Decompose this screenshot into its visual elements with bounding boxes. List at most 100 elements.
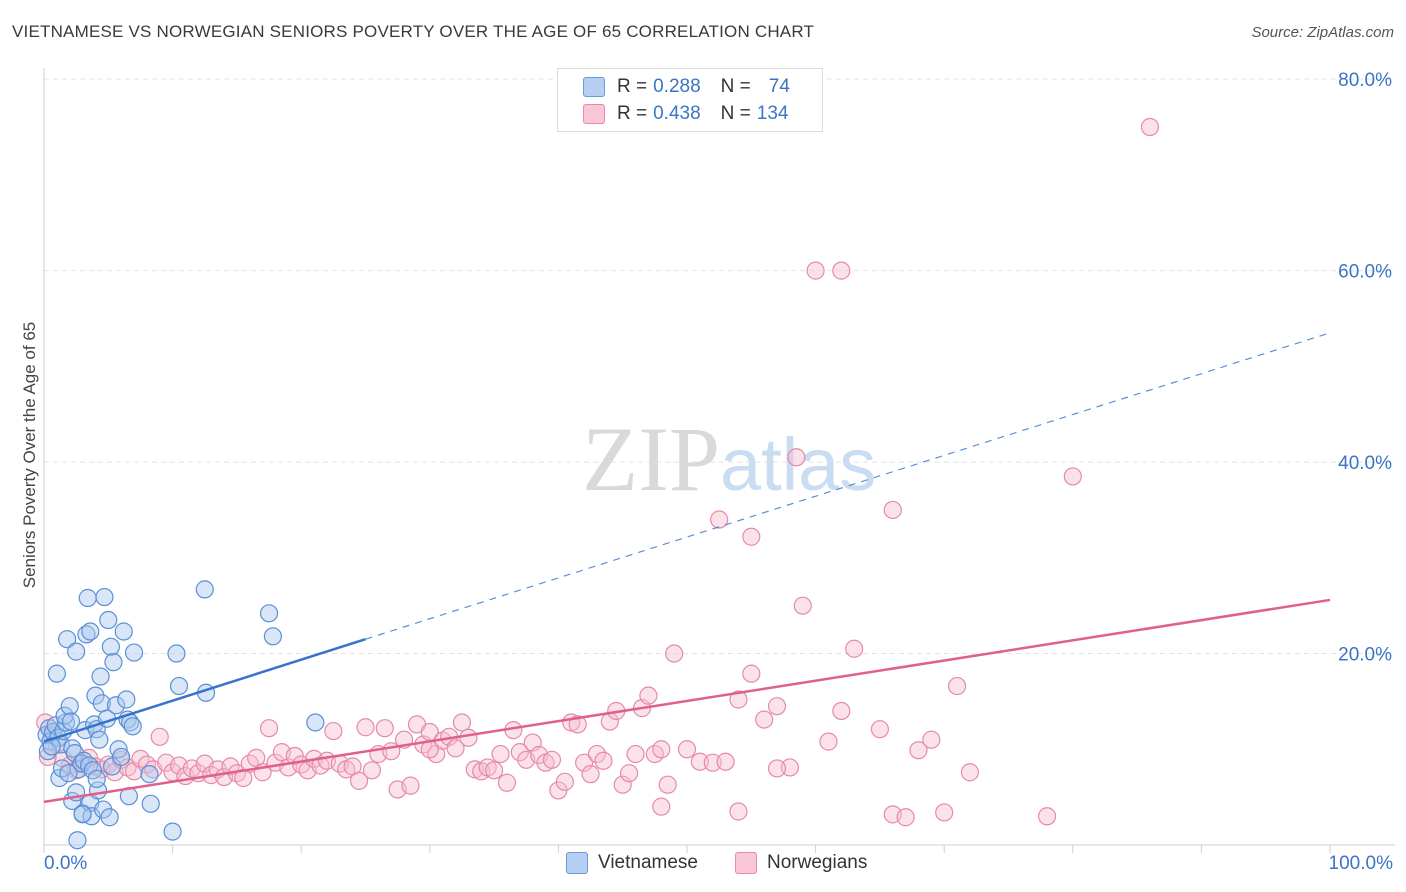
norwegians-point: [1140, 117, 1160, 137]
vietnamese-point: [259, 604, 279, 623]
norwegians-swatch-icon: [583, 104, 605, 124]
vietnamese-point: [95, 587, 114, 607]
norwegians-point: [729, 802, 748, 821]
vietnamese-point: [60, 697, 79, 716]
norwegians-point: [716, 752, 735, 771]
legend-r-value: 0.438: [653, 103, 701, 124]
vietnamese-point: [123, 717, 142, 736]
vietnamese-point: [99, 610, 118, 630]
norwegians-point: [947, 676, 967, 696]
vietnamese-point: [91, 667, 110, 686]
watermark-atlas: atlas: [720, 423, 876, 506]
norwegians-point: [54, 749, 73, 768]
norwegians-point: [349, 771, 369, 790]
vietnamese-point: [68, 831, 87, 850]
norwegians-point: [832, 261, 851, 280]
vietnamese-point: [169, 676, 189, 696]
norwegians-point: [375, 719, 394, 738]
vietnamese-legend-swatch-icon: [566, 852, 588, 874]
vietnamese-point: [82, 807, 101, 826]
y-tick-label: 80.0%: [1338, 70, 1392, 91]
norwegians-point: [960, 763, 980, 782]
x-tick-label: 100.0%: [1329, 853, 1394, 874]
norwegians-point: [710, 510, 729, 529]
norwegians-point: [497, 773, 517, 792]
legend-series-name: Norwegians: [767, 852, 868, 873]
norwegians-point: [909, 741, 928, 760]
norwegians-point: [883, 500, 902, 520]
vietnamese-point: [81, 622, 100, 641]
vietnamese-point: [117, 690, 136, 709]
vietnamese-point: [100, 808, 119, 827]
norwegians-point: [755, 710, 774, 729]
legend-row-norwegians: R = 0.438 N = 134: [558, 102, 788, 126]
x-tick-label: 0.0%: [44, 853, 87, 874]
vietnamese-point: [195, 580, 214, 599]
bottom-legend-norwegians: Norwegians: [735, 852, 867, 874]
norwegians-point: [793, 596, 812, 615]
vietnamese-point: [59, 764, 78, 783]
legend-n-value: 134: [756, 103, 789, 124]
norwegians-point: [555, 772, 574, 791]
norwegians-point: [459, 728, 478, 747]
legend-series-name: Vietnamese: [598, 852, 698, 873]
vietnamese-point: [61, 712, 81, 731]
vietnamese-point: [73, 805, 92, 824]
vietnamese-point: [90, 730, 109, 749]
norwegians-point: [575, 753, 594, 772]
legend-r-label: R =: [617, 103, 648, 124]
norwegians-point: [922, 730, 941, 749]
vietnamese-point: [87, 769, 106, 789]
trend-lines: [43, 332, 1331, 804]
norwegians-point: [742, 527, 761, 546]
norwegians-point: [780, 758, 799, 777]
legend-r-value: 0.288: [653, 76, 701, 97]
source-label: Source: ZipAtlas.com: [1251, 24, 1394, 41]
vietnamese-point: [163, 822, 182, 841]
watermark-zip: ZIP: [582, 408, 720, 510]
norwegians-point: [324, 721, 343, 741]
norwegians-point: [613, 775, 632, 794]
norwegians-point: [485, 761, 504, 780]
norwegians-point: [581, 765, 600, 784]
norwegians-point: [767, 697, 787, 716]
norwegians-point: [845, 639, 864, 658]
norwegians-point: [259, 719, 279, 738]
legend-row-vietnamese: R = 0.288 N = 74: [558, 75, 790, 99]
vietnamese-swatch-icon: [583, 77, 605, 97]
norwegians-point: [1037, 807, 1057, 826]
norwegians-point: [870, 720, 890, 739]
vietnamese-point: [63, 739, 82, 758]
vietnamese-point: [112, 747, 131, 767]
norwegians-point: [150, 727, 169, 746]
norwegians-point: [806, 261, 825, 280]
vietnamese-point: [78, 588, 97, 608]
chart-title: VIETNAMESE VS NORWEGIAN SENIORS POVERTY …: [12, 22, 815, 41]
norwegians-point: [452, 713, 472, 732]
norwegians-trend-line: [43, 598, 1331, 804]
norwegians-point: [542, 750, 562, 769]
norwegians-points: [36, 117, 1160, 827]
legend-n-value: 74: [768, 76, 790, 97]
norwegians-legend-swatch-icon: [735, 852, 757, 874]
norwegians-point: [446, 739, 465, 758]
norwegians-point: [594, 751, 613, 770]
norwegians-point: [401, 776, 420, 795]
legend-r-label: R =: [617, 76, 648, 97]
vietnamese-point: [47, 664, 66, 683]
stats-legend: R = 0.288 N = 74 R = 0.438 N = 134: [557, 68, 823, 132]
norwegians-point: [896, 808, 915, 827]
vietnamese-point: [124, 643, 144, 662]
vietnamese-point: [58, 630, 77, 649]
vietnamese-point: [67, 642, 86, 661]
vietnamese-point: [106, 696, 126, 715]
bottom-legend-vietnamese: Vietnamese: [566, 852, 698, 874]
vietnamese-point: [141, 794, 160, 813]
norwegians-point: [742, 664, 761, 683]
grid-lines: [44, 78, 1395, 655]
norwegians-point: [832, 701, 851, 721]
norwegians-point: [703, 753, 722, 772]
vietnamese-point: [101, 637, 120, 656]
norwegians-point: [587, 744, 607, 764]
